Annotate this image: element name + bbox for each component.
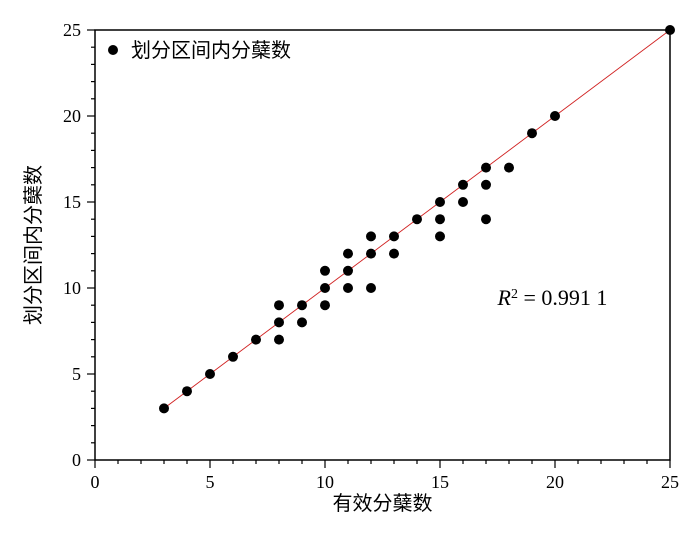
- data-point: [343, 266, 353, 276]
- chart-svg: 05101520250510152025有效分蘖数划分区间内分蘖数划分区间内分蘖…: [0, 0, 700, 536]
- y-tick-label: 25: [63, 20, 81, 40]
- data-point: [366, 231, 376, 241]
- data-point: [481, 214, 491, 224]
- y-axis-title: 划分区间内分蘖数: [22, 165, 45, 325]
- data-point: [435, 231, 445, 241]
- data-point: [274, 300, 284, 310]
- data-point: [412, 214, 422, 224]
- legend-marker: [108, 45, 118, 55]
- x-tick-label: 15: [431, 472, 449, 492]
- data-point: [389, 231, 399, 241]
- data-point: [297, 300, 307, 310]
- data-point: [481, 180, 491, 190]
- x-axis-title: 有效分蘖数: [333, 492, 433, 515]
- y-tick-label: 10: [63, 278, 81, 298]
- data-point: [550, 111, 560, 121]
- x-tick-label: 0: [91, 472, 100, 492]
- data-point: [320, 266, 330, 276]
- data-point: [458, 180, 468, 190]
- data-point: [366, 283, 376, 293]
- data-point: [274, 335, 284, 345]
- legend-label: 划分区间内分蘖数: [131, 39, 291, 62]
- data-point: [297, 317, 307, 327]
- data-point: [205, 369, 215, 379]
- scatter-chart: 05101520250510152025有效分蘖数划分区间内分蘖数划分区间内分蘖…: [0, 0, 700, 536]
- r-squared-label: R2 = 0.991 1: [497, 285, 608, 310]
- data-point: [389, 249, 399, 259]
- data-point: [320, 283, 330, 293]
- y-tick-label: 15: [63, 192, 81, 212]
- data-point: [435, 214, 445, 224]
- data-point: [665, 25, 675, 35]
- x-tick-label: 10: [316, 472, 334, 492]
- data-point: [527, 128, 537, 138]
- y-tick-label: 0: [72, 450, 81, 470]
- data-point: [274, 317, 284, 327]
- data-point: [251, 335, 261, 345]
- x-tick-label: 5: [206, 472, 215, 492]
- x-tick-label: 20: [546, 472, 564, 492]
- data-point: [458, 197, 468, 207]
- data-point: [504, 163, 514, 173]
- y-tick-label: 20: [63, 106, 81, 126]
- data-point: [159, 403, 169, 413]
- data-point: [320, 300, 330, 310]
- x-tick-label: 25: [661, 472, 679, 492]
- data-point: [343, 249, 353, 259]
- data-point: [481, 163, 491, 173]
- y-tick-label: 5: [72, 364, 81, 384]
- data-point: [435, 197, 445, 207]
- data-point: [366, 249, 376, 259]
- data-point: [343, 283, 353, 293]
- data-point: [182, 386, 192, 396]
- data-point: [228, 352, 238, 362]
